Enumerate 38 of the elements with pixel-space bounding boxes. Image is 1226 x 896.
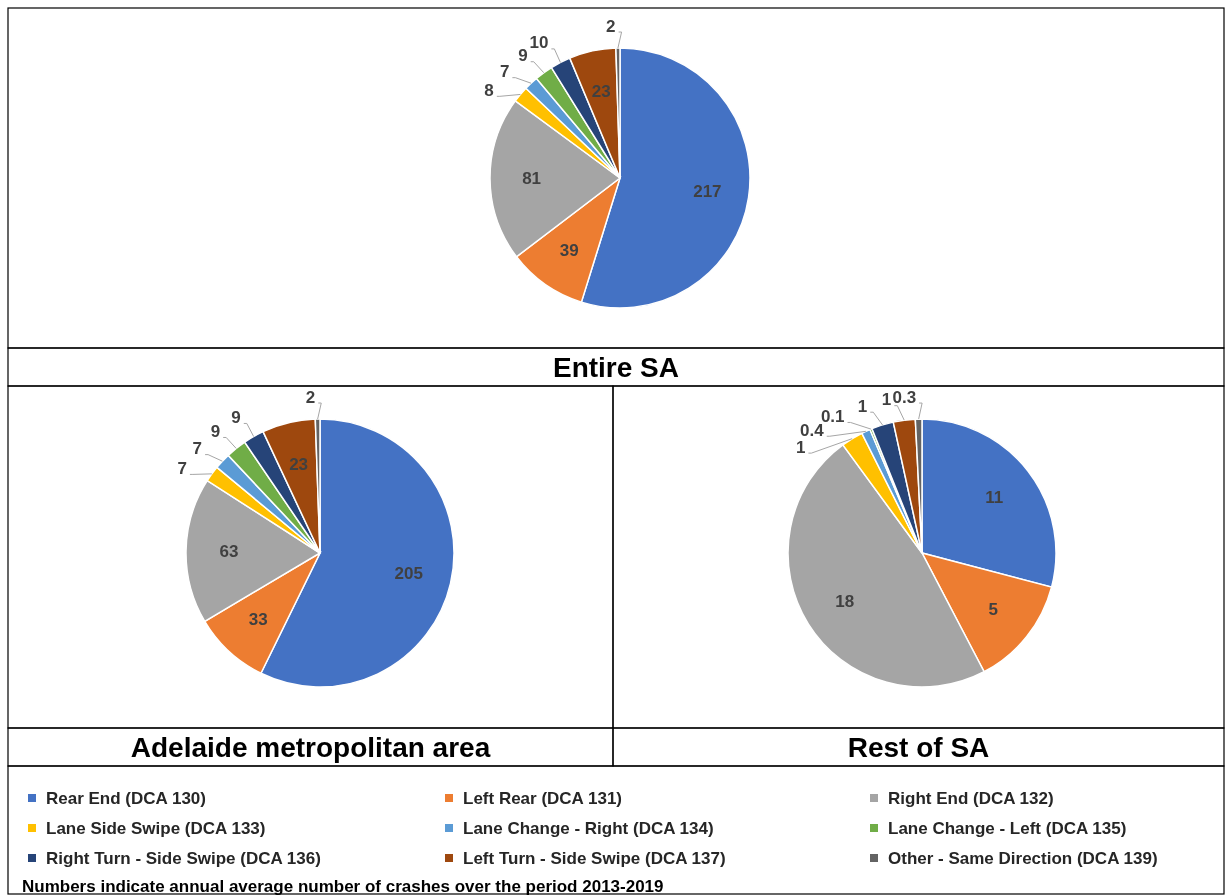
data-label: 217: [693, 181, 722, 201]
text: Entire SA: [552, 351, 680, 383]
legend-label: Lane Side Swipe (DCA 133): [46, 818, 266, 838]
legend-label: Left Turn - Side Swipe (DCA 137): [463, 848, 726, 868]
data-label: 7: [499, 62, 510, 82]
text: Numbers indicate annual average number of crashes over the period 2013-2019: [22, 876, 664, 896]
data-label: 1: [795, 437, 806, 457]
data-label: 10: [529, 33, 549, 53]
text: Adelaide metropolitan area: [130, 731, 491, 763]
data-label: 1: [857, 396, 868, 416]
data-label: 8: [484, 80, 494, 100]
legend-label: Rear End (DCA 130): [46, 788, 206, 808]
legend-label: Right Turn - Side Swipe (DCA 136): [46, 848, 321, 868]
data-label: 1: [881, 390, 892, 410]
data-label: 2: [305, 387, 316, 407]
data-label: 9: [210, 421, 221, 441]
legend-label: Lane Change - Right (DCA 134): [463, 818, 714, 838]
legend-label: Left Rear (DCA 131): [463, 788, 623, 808]
data-label: 18: [835, 591, 855, 611]
legend-label: Other - Same Direction (DCA 139): [888, 848, 1158, 868]
text: Rest of SA: [847, 731, 990, 763]
data-label: 7: [192, 439, 203, 459]
data-label: 7: [177, 458, 187, 478]
data-label: 9: [518, 46, 528, 66]
data-label: 2: [606, 16, 616, 36]
data-label: 9: [231, 407, 241, 427]
data-label: 205: [394, 564, 423, 584]
data-label: 23: [289, 454, 309, 474]
data-label: 0.3: [892, 387, 917, 407]
data-label: 39: [559, 240, 579, 260]
data-label: 81: [522, 169, 542, 189]
legend-label: Lane Change - Left (DCA 135): [888, 818, 1127, 838]
data-label: 33: [248, 610, 268, 630]
data-label: 5: [988, 600, 998, 620]
data-label: 11: [985, 487, 1004, 507]
data-label: 63: [219, 541, 239, 561]
legend-label: Right End (DCA 132): [888, 788, 1054, 808]
data-label: 23: [591, 82, 611, 102]
